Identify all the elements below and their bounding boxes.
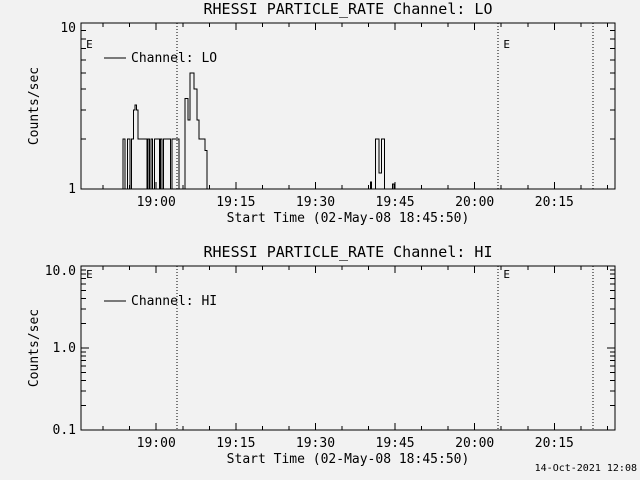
x-tick-label: 20:00: [455, 195, 494, 210]
plot-frame: [80, 265, 616, 431]
y-tick-label: 10: [60, 21, 76, 36]
y-axis-label: Counts/sec: [27, 67, 42, 145]
footer-timestamp: 14-Oct-2021 12:08: [534, 463, 637, 474]
x-tick-label: 19:00: [137, 195, 176, 210]
y-tick-label: 1.0: [53, 341, 76, 356]
x-tick-label: 20:00: [455, 436, 494, 451]
eclipse-marker: E: [86, 38, 93, 51]
x-tick-label: 19:30: [296, 436, 335, 451]
legend-label: Channel: HI: [131, 294, 217, 309]
x-tick-label: 19:15: [216, 436, 255, 451]
eclipse-marker: E: [503, 268, 510, 281]
x-tick-label: 20:15: [535, 195, 574, 210]
x-axis-label: Start Time (02-May-08 18:45:50): [227, 452, 470, 467]
y-tick-label: 1: [68, 182, 76, 197]
series-line: [81, 72, 615, 190]
x-tick-label: 19:45: [376, 436, 415, 451]
eclipse-marker: E: [86, 268, 93, 281]
x-tick-label: 19:00: [137, 436, 176, 451]
chart-title: RHESSI PARTICLE_RATE Channel: HI: [204, 243, 493, 261]
x-tick-label: 19:45: [376, 195, 415, 210]
y-axis-label: Counts/sec: [27, 309, 42, 387]
chart-title: RHESSI PARTICLE_RATE Channel: LO: [204, 0, 493, 18]
x-tick-label: 20:15: [535, 436, 574, 451]
legend-label: Channel: LO: [131, 51, 217, 66]
x-axis-label: Start Time (02-May-08 18:45:50): [227, 211, 470, 226]
y-tick-label: 10.0: [45, 264, 76, 279]
x-tick-label: 19:30: [296, 195, 335, 210]
y-tick-label: 0.1: [53, 423, 76, 438]
x-tick-label: 19:15: [216, 195, 255, 210]
eclipse-marker: E: [503, 38, 510, 51]
